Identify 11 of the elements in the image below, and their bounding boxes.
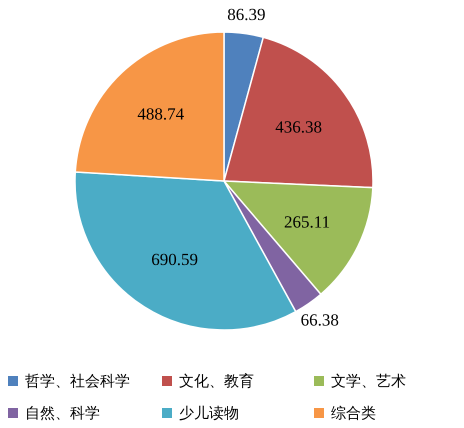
data-label: 436.38 — [275, 118, 322, 137]
data-label: 265.11 — [284, 212, 330, 232]
legend-label: 自然、科学 — [25, 404, 100, 422]
legend-label: 文学、艺术 — [331, 372, 406, 390]
data-label: 86.39 — [227, 5, 266, 24]
legend-label: 综合类 — [331, 404, 376, 422]
data-label: 690.59 — [151, 250, 198, 270]
data-label: 488.74 — [137, 104, 185, 124]
legend-label: 文化、教育 — [179, 372, 254, 390]
data-label: 66.38 — [300, 310, 339, 330]
legend-label: 少儿读物 — [179, 404, 239, 422]
